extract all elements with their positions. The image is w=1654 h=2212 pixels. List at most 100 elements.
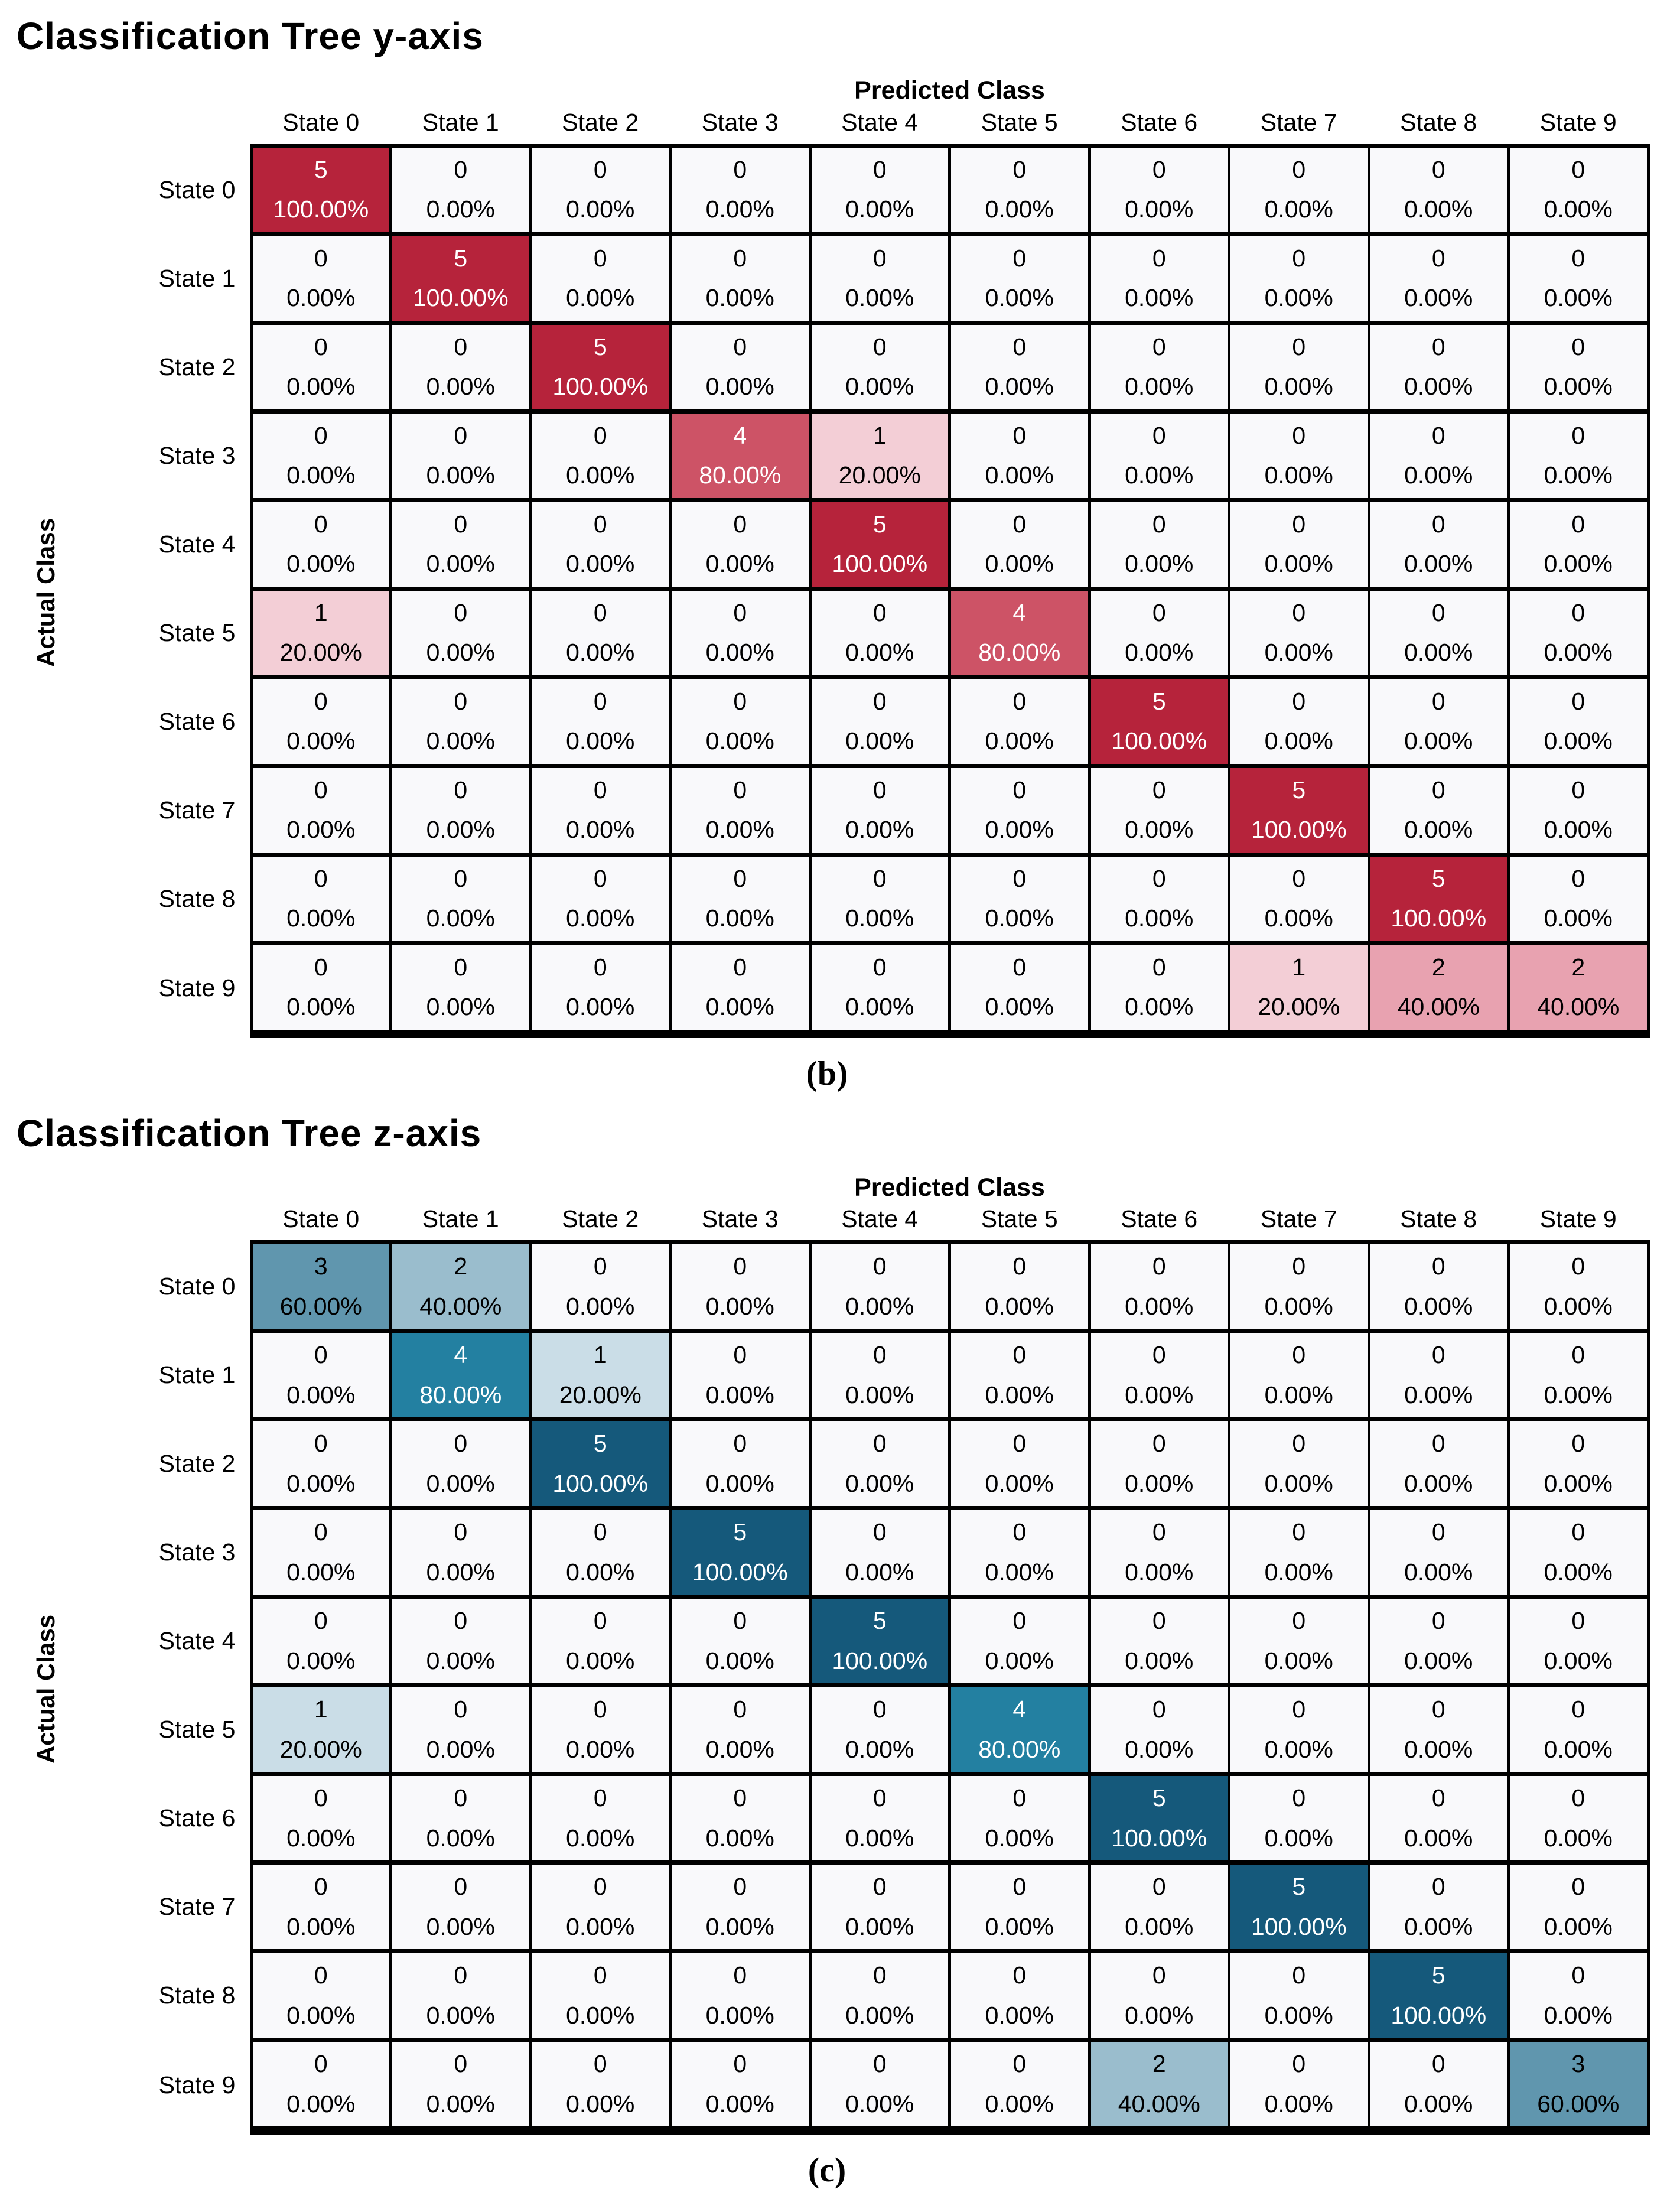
matrix-cell: 0 0.00% (808, 1240, 951, 1333)
matrix-row: State 1 0 0.00% 5 100.00% 0 0.00% 0 0.00% 0 0.00% 0… (0, 232, 1650, 325)
cell-content: 0 0.00% (951, 1421, 1088, 1506)
matrix-cell: 0 0.00% (669, 320, 812, 414)
matrix-cell: 0 0.00% (948, 941, 1091, 1038)
matrix-cell: 0 0.00% (1507, 320, 1650, 414)
corner-cell (0, 110, 251, 146)
matrix-cell: 0 0.00% (808, 1860, 951, 1954)
row-header: State 4 (0, 500, 251, 589)
cell-count: 0 (733, 2050, 747, 2078)
cell-percent: 0.00% (286, 905, 356, 932)
cell-percent: 0.00% (1544, 284, 1613, 312)
matrix-wrap: Actual Class State 0 State 1 State 2 State … (0, 1206, 1654, 2135)
cell-count: 4 (454, 1341, 468, 1369)
cell-count: 0 (314, 1784, 328, 1812)
cell-content: 0 0.00% (1510, 1510, 1647, 1595)
cell-count: 0 (872, 776, 887, 804)
cell-percent: 100.00% (1391, 905, 1487, 932)
matrix-cell: 0 0.00% (1367, 1417, 1510, 1511)
cell-content: 0 0.00% (1091, 414, 1228, 498)
cell-percent: 0.00% (1264, 905, 1333, 932)
cell-content: 0 0.00% (1370, 1510, 1508, 1595)
matrix-row: State 4 0 0.00% 0 0.00% 0 0.00% 0 0.00% 5 100.00% 0… (0, 1595, 1650, 1688)
matrix-cell: 0 0.00% (529, 586, 672, 679)
matrix-cell: 0 0.00% (1507, 497, 1650, 591)
cell-count: 0 (593, 155, 607, 183)
cell-content: 0 0.00% (672, 148, 809, 232)
matrix-cell: 0 0.00% (808, 852, 951, 945)
matrix-row: State 0 3 60.00% 2 40.00% 0 0.00% 0 0.00% 0 0.00% 0… (0, 1240, 1650, 1333)
cell-content: 0 0.00% (812, 1510, 949, 1595)
matrix-cell: 0 0.00% (1088, 763, 1230, 857)
matrix-cell: 0 0.00% (1367, 2038, 1510, 2135)
matrix-cell: 0 0.00% (249, 1417, 392, 1511)
cell-content: 0 0.00% (253, 502, 390, 587)
cell-count: 5 (1152, 687, 1166, 715)
cell-percent: 0.00% (286, 816, 356, 844)
cell-count: 0 (872, 1430, 887, 1458)
cell-count: 0 (1152, 1607, 1166, 1635)
cell-count: 0 (1152, 1696, 1166, 1723)
cell-count: 0 (1292, 421, 1306, 449)
column-header-row: State 0 State 1 State 2 State 3 State 4 State… (0, 1206, 1648, 1242)
cell-percent: 0.00% (426, 461, 495, 489)
matrix-row: State 1 0 0.00% 4 80.00% 1 20.00% 0 0.00% 0 0.00% 0… (0, 1329, 1650, 1422)
cell-count: 0 (1571, 1253, 1585, 1280)
cell-content: 2 40.00% (1510, 945, 1647, 1030)
row-header: State 0 (0, 1242, 251, 1331)
cell-count: 0 (733, 776, 747, 804)
cell-content: 0 0.00% (1091, 1599, 1228, 1683)
figure-caption: (c) (808, 2151, 846, 2190)
matrix-cell: 0 0.00% (808, 1683, 951, 1777)
matrix-cell: 0 0.00% (529, 1240, 672, 1333)
cell-count: 5 (872, 1607, 887, 1635)
cell-count: 0 (454, 687, 468, 715)
cell-content: 0 0.00% (951, 1865, 1088, 1949)
cell-percent: 0.00% (566, 1558, 635, 1586)
cell-content: 4 80.00% (951, 1687, 1088, 1772)
cell-count: 0 (733, 598, 747, 626)
cell-percent: 0.00% (566, 1647, 635, 1674)
matrix-cell: 0 0.00% (1507, 1772, 1650, 1865)
matrix-cell: 0 0.00% (389, 143, 532, 236)
cell-percent: 20.00% (1258, 993, 1340, 1021)
cell-percent: 0.00% (1544, 639, 1613, 666)
cell-percent: 0.00% (1544, 727, 1613, 755)
cell-count: 0 (593, 953, 607, 981)
matrix-cell: 5 100.00% (389, 232, 532, 325)
cell-percent: 0.00% (1264, 373, 1333, 401)
cell-count: 1 (872, 421, 887, 449)
cell-count: 0 (314, 421, 328, 449)
matrix-cell: 5 100.00% (808, 1595, 951, 1688)
matrix-cell: 0 0.00% (1367, 1683, 1510, 1777)
matrix-cell: 0 0.00% (249, 232, 392, 325)
col-header: State 5 (981, 1205, 1058, 1233)
cell-percent: 0.00% (566, 284, 635, 312)
row-header: State 7 (0, 1862, 251, 1951)
matrix-cell: 0 0.00% (669, 1949, 812, 2042)
matrix-cell: 0 0.00% (669, 763, 812, 857)
matrix-cell: 0 0.00% (1228, 2038, 1370, 2135)
cell-content: 4 80.00% (392, 1333, 529, 1417)
row-header: State 2 (0, 1419, 251, 1508)
matrix-cell: 0 0.00% (948, 2038, 1091, 2135)
cell-content: 5 100.00% (812, 1599, 949, 1683)
col-header: State 8 (1400, 108, 1477, 136)
cell-percent: 0.00% (845, 993, 914, 1021)
matrix-cell: 0 0.00% (1228, 409, 1370, 502)
matrix-cell: 0 0.00% (808, 143, 951, 236)
matrix-cell: 0 0.00% (529, 675, 672, 768)
matrix-cell: 0 0.00% (1367, 675, 1510, 768)
matrix-cell: 0 0.00% (669, 852, 812, 945)
cell-percent: 0.00% (1125, 461, 1194, 489)
matrix-cell: 1 20.00% (1228, 941, 1370, 1038)
cell-percent: 0.00% (1125, 816, 1194, 844)
cell-count: 0 (1431, 687, 1445, 715)
matrix-cell: 0 0.00% (529, 852, 672, 945)
matrix-cell: 0 0.00% (1088, 1417, 1230, 1511)
cell-percent: 0.00% (705, 1292, 774, 1320)
cell-percent: 0.00% (845, 727, 914, 755)
cell-content: 0 0.00% (1510, 325, 1647, 409)
cell-content: 0 0.00% (1230, 148, 1368, 232)
cell-content: 0 0.00% (812, 1244, 949, 1329)
cell-content: 0 0.00% (1230, 679, 1368, 764)
